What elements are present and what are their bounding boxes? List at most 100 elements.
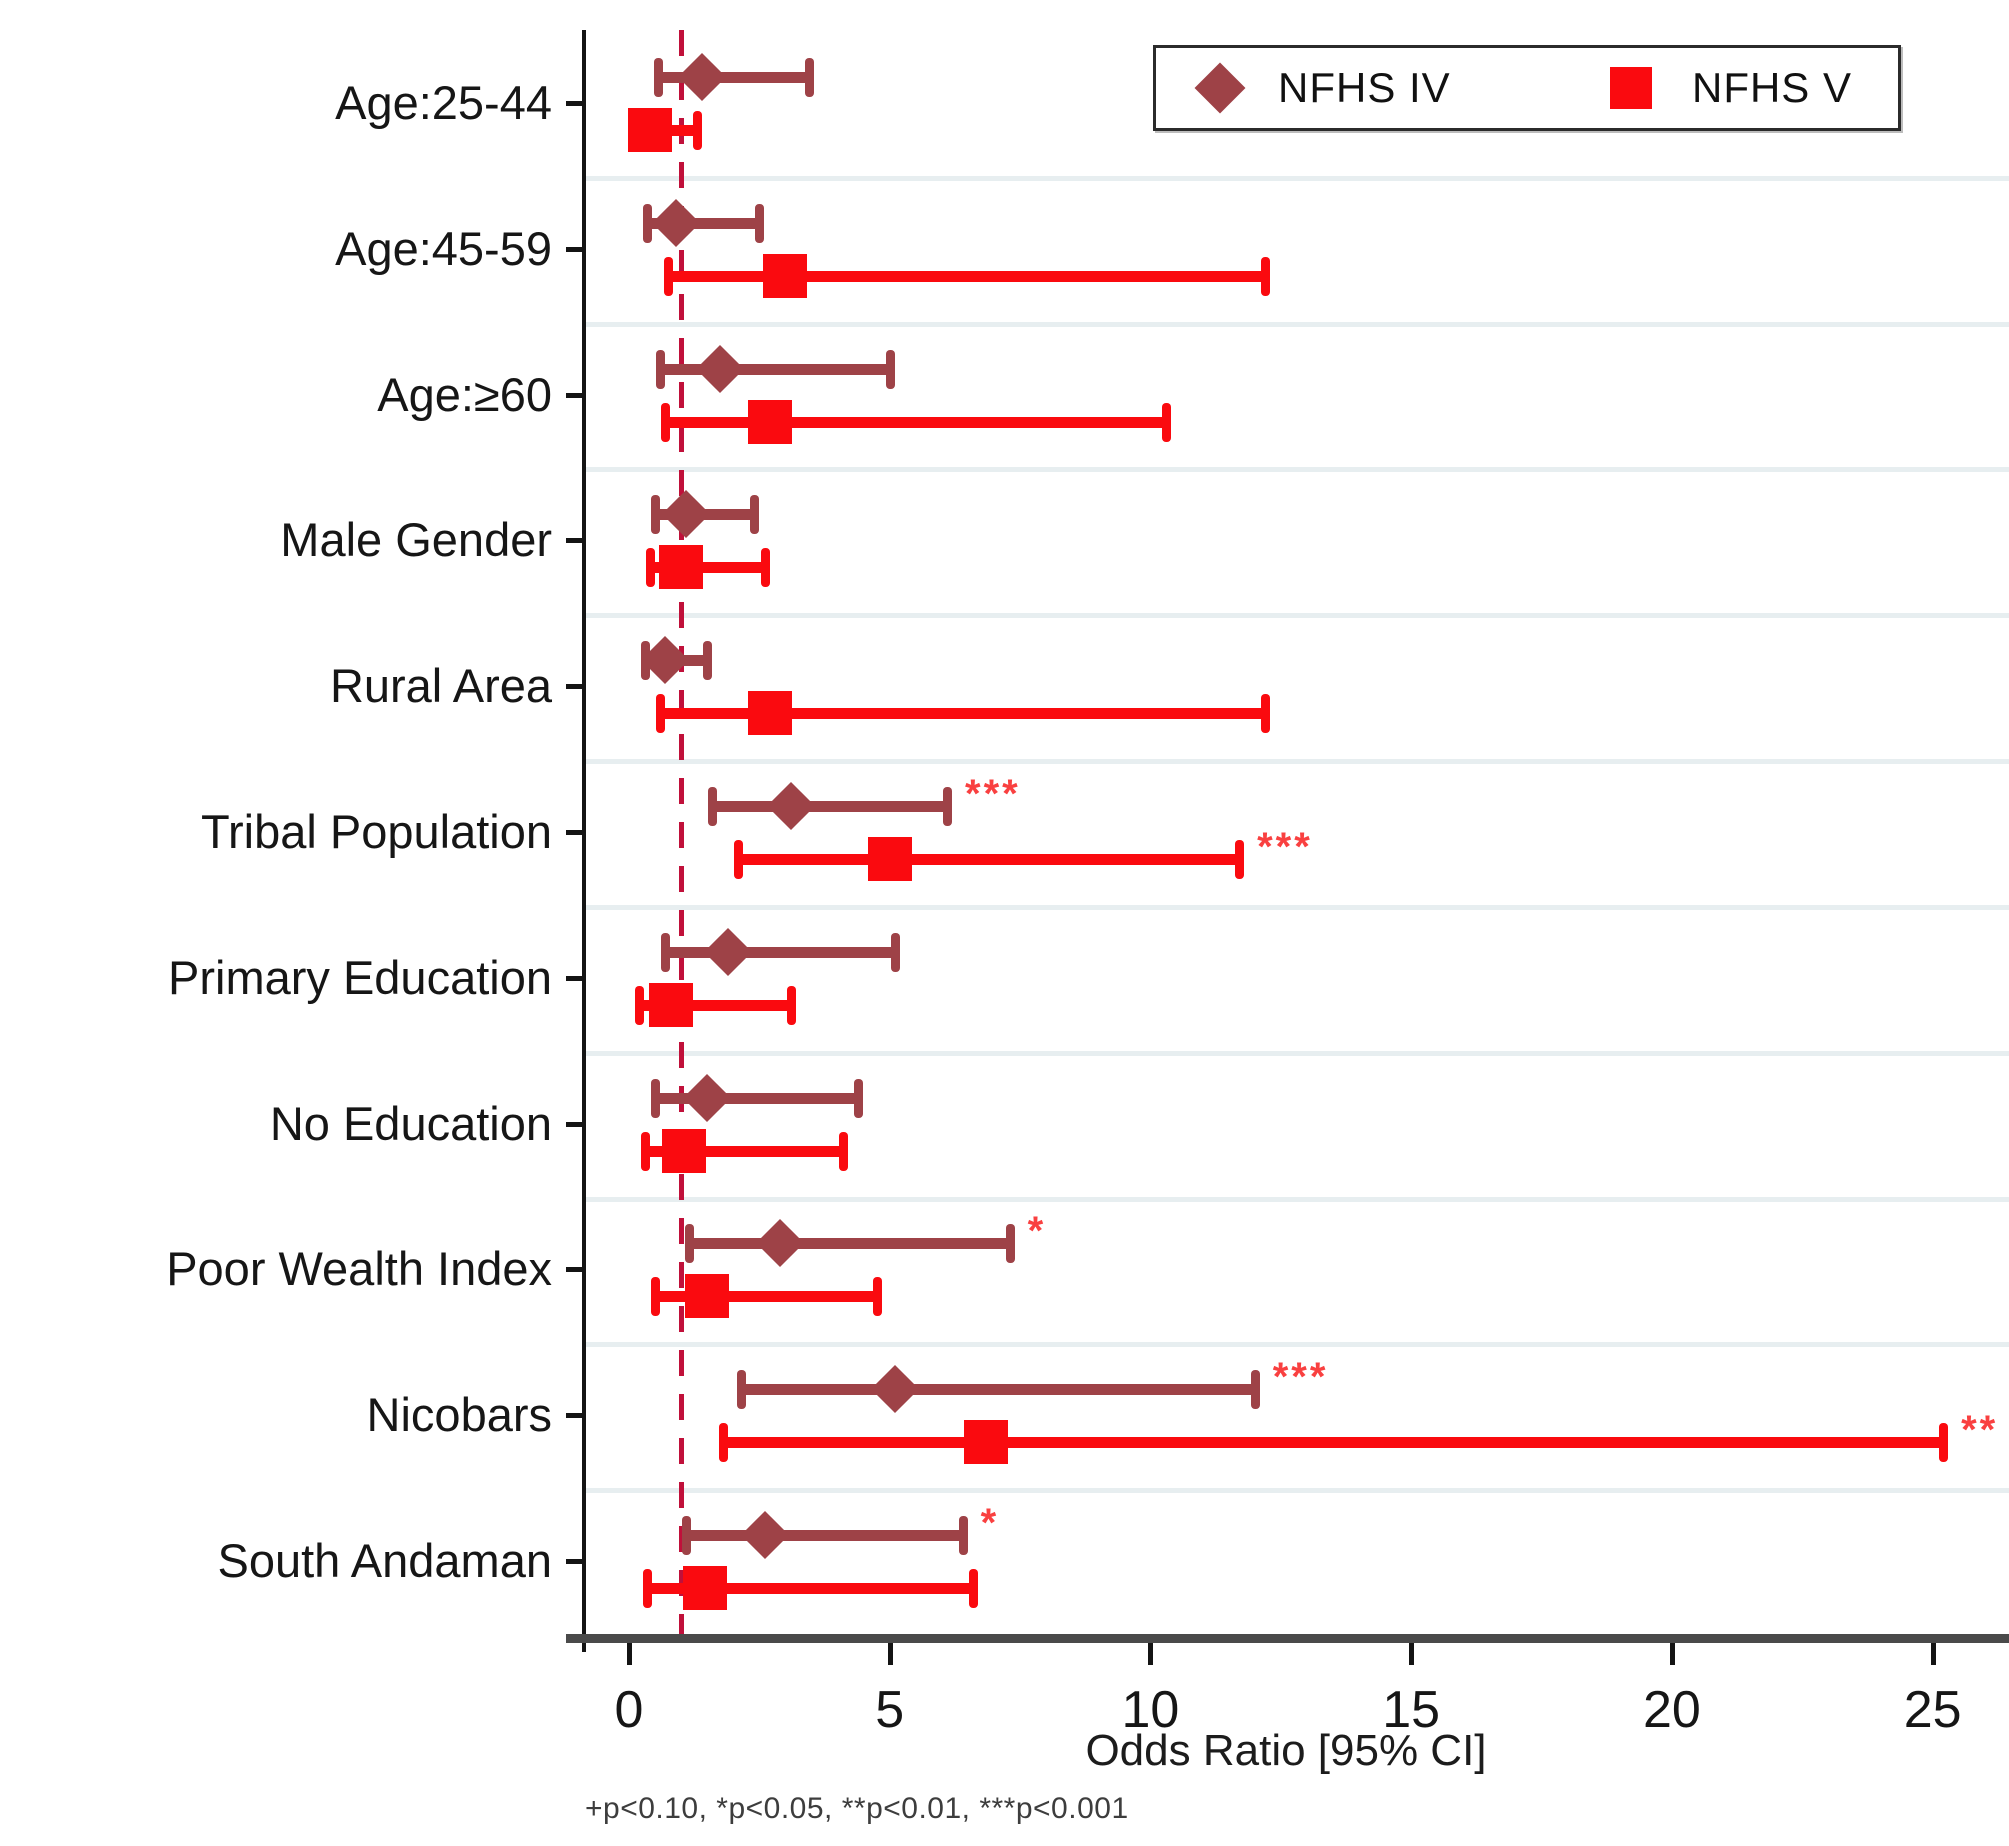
x-tick — [626, 1643, 632, 1665]
marker-nfhs-v — [648, 982, 693, 1027]
legend-label-nfhs-iv: NFHS IV — [1278, 64, 1451, 111]
significance-footnote: +p<0.10, *p<0.05, **p<0.01, ***p<0.001 — [585, 1792, 1129, 1825]
category-tick — [566, 830, 582, 835]
category-tick — [566, 975, 582, 981]
x-tick — [1148, 1643, 1154, 1665]
marker-nfhs-v — [867, 837, 912, 881]
ci-cap-low-nfhs-iv — [737, 1370, 747, 1410]
category-tick — [566, 1121, 582, 1127]
x-tick-label: 15 — [1382, 1681, 1441, 1739]
legend-item-nfhs-iv: NFHS IV — [1194, 62, 1451, 114]
ci-cap-high-nfhs-iv — [854, 1078, 864, 1118]
ci-cap-high-nfhs-v — [760, 548, 770, 588]
ci-cap-high-nfhs-v — [872, 1277, 882, 1317]
marker-nfhs-v — [685, 1274, 730, 1319]
sig-annotation: * — [1027, 1209, 1047, 1254]
ci-cap-low-nfhs-iv — [651, 1078, 660, 1118]
ci-cap-low-nfhs-iv — [661, 932, 671, 972]
ci-line-nfhs-iv — [712, 801, 948, 812]
legend-label-nfhs-v: NFHS V — [1691, 64, 1852, 111]
ci-cap-high-nfhs-iv — [703, 641, 713, 681]
ci-cap-high-nfhs-v — [692, 110, 702, 150]
ci-line-nfhs-v — [649, 562, 765, 574]
ci-line-nfhs-iv — [686, 1530, 963, 1542]
ci-cap-high-nfhs-iv — [890, 932, 900, 972]
marker-nfhs-iv — [662, 490, 711, 539]
ci-cap-low-nfhs-v — [718, 1423, 728, 1463]
ci-cap-low-nfhs-v — [635, 985, 645, 1025]
ci-line-nfhs-v — [639, 999, 791, 1011]
ci-cap-low-nfhs-iv — [682, 1516, 692, 1556]
category-tick — [566, 684, 582, 690]
ci-line-nfhs-v — [665, 416, 1167, 428]
category-tick — [566, 392, 582, 398]
marker-nfhs-iv — [651, 198, 700, 247]
ci-line-nfhs-v — [722, 1437, 1944, 1449]
ci-cap-low-nfhs-iv — [684, 1224, 694, 1264]
gridline — [586, 759, 2009, 765]
x-tick-label: 10 — [1121, 1681, 1180, 1739]
x-axis-title: Odds Ratio [95% CI] — [1085, 1726, 1487, 1775]
marker-nfhs-iv — [703, 927, 753, 976]
category-tick — [566, 1267, 582, 1273]
category-label: Poor Wealth Index — [166, 1242, 552, 1296]
ci-line-nfhs-iv — [688, 1238, 1010, 1250]
x-tick-label: 5 — [875, 1681, 905, 1739]
ci-cap-high-nfhs-v — [1261, 694, 1271, 734]
ci-cap-low-nfhs-v — [656, 694, 666, 734]
marker-nfhs-v — [682, 1566, 727, 1611]
x-tick — [1409, 1643, 1415, 1665]
marker-nfhs-v — [659, 545, 704, 590]
ci-line-nfhs-iv — [655, 1092, 859, 1104]
category-tick — [566, 1559, 582, 1565]
marker-nfhs-v — [964, 1420, 1009, 1465]
ci-cap-low-nfhs-v — [661, 402, 671, 442]
ci-cap-high-nfhs-iv — [943, 787, 953, 826]
ci-cap-low-nfhs-v — [664, 256, 674, 296]
category-label: Tribal Population — [201, 805, 552, 858]
marker-nfhs-iv — [766, 781, 815, 831]
gridline — [586, 1342, 2009, 1348]
ci-cap-high-nfhs-iv — [755, 203, 765, 243]
x-tick — [1669, 1643, 1675, 1665]
category-label: Nicobars — [366, 1388, 552, 1442]
category-label: Rural Area — [329, 659, 552, 713]
x-axis-line — [566, 1634, 2009, 1643]
ci-cap-low-nfhs-iv — [643, 203, 653, 243]
category-tick — [566, 538, 582, 544]
x-tick-label: 0 — [614, 1681, 644, 1739]
gridline — [586, 613, 2009, 619]
marker-nfhs-iv — [683, 1073, 732, 1122]
diamond-icon — [1194, 62, 1246, 114]
x-tick-label: 25 — [1903, 1681, 1962, 1739]
ci-line-nfhs-v — [644, 1145, 843, 1157]
marker-nfhs-v — [747, 691, 792, 736]
ci-cap-high-nfhs-iv — [1250, 1370, 1260, 1410]
ci-line-nfhs-v — [660, 708, 1266, 720]
ci-cap-low-nfhs-iv — [651, 495, 660, 535]
ci-cap-high-nfhs-iv — [958, 1516, 968, 1556]
reference-line — [679, 30, 685, 1634]
marker-nfhs-iv — [677, 52, 726, 101]
sig-annotation: *** — [1272, 1355, 1329, 1400]
ci-cap-high-nfhs-v — [1261, 256, 1271, 296]
ci-cap-low-nfhs-v — [651, 1277, 660, 1317]
ci-cap-low-nfhs-v — [645, 548, 655, 588]
ci-line-nfhs-iv — [657, 71, 809, 83]
ci-line-nfhs-v — [647, 1583, 974, 1595]
ci-cap-high-nfhs-iv — [1005, 1224, 1015, 1264]
category-label: Primary Education — [168, 950, 552, 1004]
ci-line-nfhs-v — [738, 854, 1240, 865]
ci-cap-high-nfhs-v — [1235, 840, 1245, 879]
gridline — [586, 467, 2009, 473]
ci-cap-high-nfhs-v — [786, 985, 796, 1025]
x-tick — [887, 1643, 893, 1665]
sig-annotation: ** — [1961, 1408, 1999, 1453]
marker-nfhs-iv — [696, 344, 745, 393]
category-tick — [566, 100, 582, 106]
ci-cap-high-nfhs-v — [838, 1131, 848, 1171]
sig-annotation: * — [980, 1501, 1000, 1546]
x-tick-label: 20 — [1642, 1681, 1701, 1739]
ci-cap-low-nfhs-v — [643, 1569, 653, 1609]
